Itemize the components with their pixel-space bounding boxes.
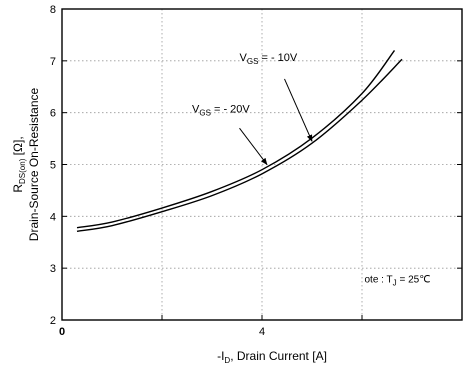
x-axis-label: -ID, Drain Current [A]	[217, 349, 327, 365]
temperature-note: ote : TJ = 25℃	[365, 275, 431, 288]
series-label-vgs-20v: VGS = - 20V	[192, 104, 250, 118]
y-axis-label-line1: RDS(on) [Ω],	[11, 136, 27, 192]
y-axis-label-line2: Drain-Source On-Resistance	[27, 87, 41, 241]
y-tick-label: 8	[50, 4, 56, 16]
y-tick-label: 6	[50, 108, 56, 120]
series-line-vgs-10v	[76, 58, 403, 233]
y-tick-label: 4	[50, 211, 56, 223]
x-tick-label: 0	[59, 326, 65, 338]
series-label-vgs-10v: VGS = - 10V	[240, 52, 298, 66]
ticks: 2 3 4 5 6 7 8 0 4	[50, 4, 462, 338]
arrow-vgs-20v	[239, 127, 268, 166]
x-tick-label: 4	[259, 326, 265, 338]
labels: RDS(on) [Ω], Drain-Source On-Resistance …	[11, 52, 430, 365]
y-tick-label: 2	[50, 315, 56, 327]
y-tick-label: 5	[50, 160, 56, 172]
y-tick-label: 7	[50, 56, 56, 68]
annotation-arrows	[239, 78, 313, 166]
series-lines	[76, 50, 403, 233]
series-line-vgs-20v	[76, 50, 396, 229]
arrow-vgs-10v	[284, 78, 313, 142]
y-tick-label: 3	[50, 263, 56, 275]
